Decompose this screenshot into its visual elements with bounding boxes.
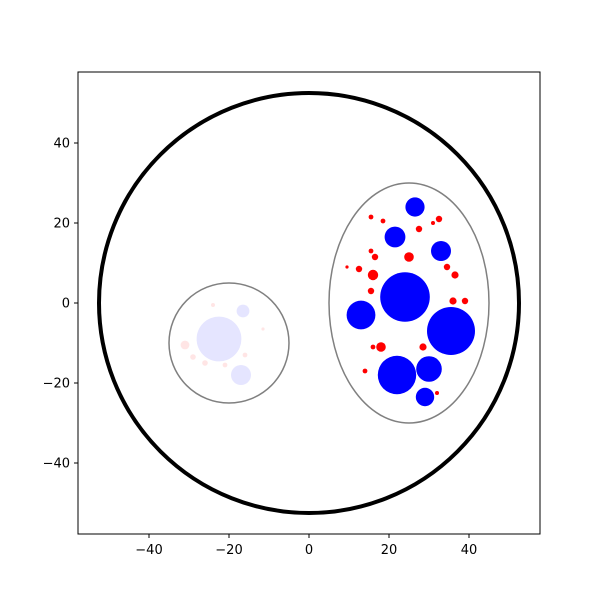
red-point-11 [431, 221, 435, 225]
y-tick-label-2: −20 [43, 377, 70, 392]
plot-marks [97, 91, 521, 515]
red-point-26 [419, 343, 427, 351]
x-tick-label-2: −20 [215, 543, 242, 558]
red-point-25 [376, 342, 386, 352]
red-point-16 [345, 265, 349, 269]
red-point-8 [368, 214, 374, 220]
blue-point-3 [231, 365, 251, 385]
red-point-4 [202, 360, 208, 366]
blue-point-1 [196, 316, 242, 362]
blue-point-5 [427, 307, 475, 355]
red-point-15 [404, 252, 414, 262]
blue-point-7 [346, 300, 376, 330]
x-tick-label-4: 20 [381, 543, 398, 558]
blue-point-8 [416, 356, 442, 382]
red-point-12 [415, 225, 423, 233]
red-point-17 [355, 265, 363, 273]
blue-point-2 [236, 304, 250, 318]
outer-circle [97, 91, 521, 515]
blue-point-6 [377, 355, 417, 395]
red-point-23 [461, 297, 469, 305]
cluster-ellipse-1 [168, 282, 290, 404]
y-tick-label-5: 40 [53, 137, 70, 152]
red-point-18 [367, 269, 379, 281]
blue-point-10 [431, 241, 451, 261]
red-point-28 [435, 391, 439, 395]
red-point-3 [190, 354, 196, 360]
red-point-13 [368, 248, 374, 254]
red-point-2 [180, 340, 190, 350]
red-point-22 [449, 297, 457, 305]
x-tick-label-3: 0 [305, 543, 313, 558]
plot-area [78, 72, 540, 534]
blue-point-4 [380, 272, 430, 322]
y-tick-label-4: 20 [53, 217, 70, 232]
red-point-20 [451, 271, 459, 279]
red-point-5 [222, 362, 228, 368]
axes: −40 −20 0 20 40 −40 −20 0 20 40 [43, 137, 478, 559]
red-point-9 [380, 218, 386, 224]
cluster-ellipse-2 [328, 182, 490, 424]
blue-point-12 [415, 387, 435, 407]
y-tick-label-1: −40 [43, 457, 70, 472]
red-point-27 [362, 368, 368, 374]
blue-point-9 [384, 226, 406, 248]
red-point-21 [367, 287, 375, 295]
red-point-10 [435, 215, 443, 223]
red-point-14 [371, 253, 379, 261]
blue-point-11 [405, 197, 425, 217]
red-point-6 [242, 352, 248, 358]
red-point-7 [261, 327, 265, 331]
red-point-19 [443, 263, 451, 271]
x-tick-label-1: −40 [135, 543, 162, 558]
red-point-24 [370, 344, 376, 350]
red-point-1 [211, 303, 215, 307]
x-tick-label-5: 40 [461, 543, 478, 558]
y-tick-label-3: 0 [62, 297, 70, 312]
